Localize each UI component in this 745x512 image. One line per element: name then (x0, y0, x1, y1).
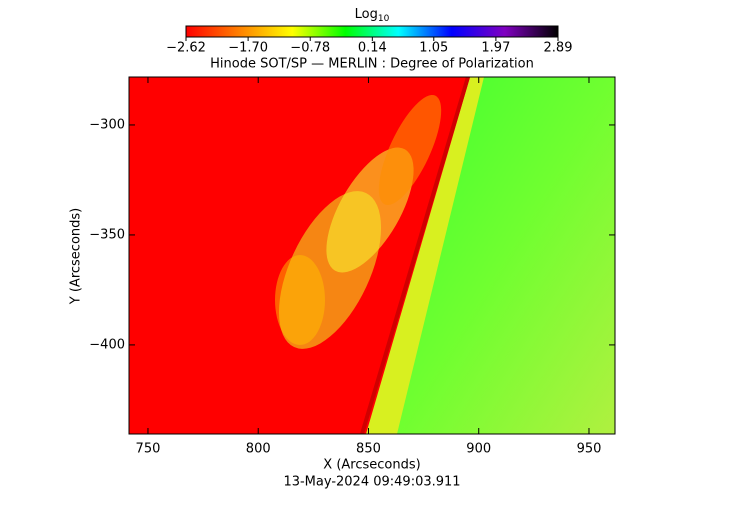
y-tick-label: −350 (89, 227, 125, 242)
y-tick-label: −400 (89, 337, 125, 352)
x-axis-label: X (Arcseconds) (323, 458, 420, 473)
chart-title: Hinode SOT/SP — MERLIN : Degree of Polar… (210, 57, 534, 72)
colorbar-tick-label: 1.97 (481, 41, 510, 56)
x-tick-label: 950 (577, 442, 602, 457)
image (129, 77, 615, 434)
x-tick-label: 800 (246, 442, 271, 457)
colorbar (185, 25, 559, 38)
colorbar-label: Log10 (355, 7, 390, 24)
plot-frame (128, 76, 616, 435)
colorbar-tick-label: 2.89 (544, 41, 573, 56)
colorbar-tick-label: 0.14 (358, 41, 387, 56)
x-tick-label: 900 (466, 442, 491, 457)
y-tick-label: −300 (89, 117, 125, 132)
y-axis-label: Y (Arcseconds) (69, 208, 84, 305)
x-tick-label: 850 (356, 442, 381, 457)
colorbar-tick-label: −2.62 (166, 41, 206, 56)
colorbar-tick-label: 1.05 (419, 41, 448, 56)
date-label: 13-May-2024 09:49:03.911 (283, 475, 460, 490)
x-tick-label: 750 (136, 442, 161, 457)
colorbar-tick-label: −0.78 (290, 41, 330, 56)
colorbar-tick-label: −1.70 (228, 41, 268, 56)
